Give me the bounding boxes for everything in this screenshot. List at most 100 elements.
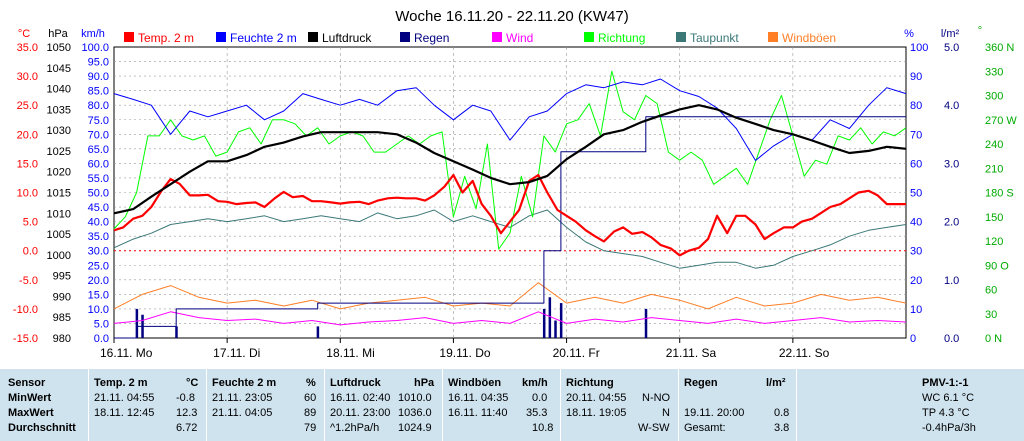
legend-label: Luftdruck bbox=[322, 31, 372, 45]
pressure-axis-tick: 1030 bbox=[47, 125, 71, 137]
header-humidity-unit: % bbox=[306, 377, 316, 389]
rain-axis-tick: 3.0 bbox=[944, 158, 959, 170]
pressure-axis-tick: 990 bbox=[53, 291, 71, 303]
min-temp-time: 21.11. 04:55 bbox=[94, 392, 155, 404]
pressure-axis-tick: 1010 bbox=[47, 208, 71, 220]
min-gusts-value: 0.0 bbox=[532, 392, 548, 404]
x-axis-tick-label: 16.11. Mo bbox=[100, 346, 153, 360]
row-label-min: MinWert bbox=[8, 392, 52, 404]
row-label-avg: Durchschnitt bbox=[8, 422, 76, 434]
wind-axis-tick: 50.0 bbox=[88, 188, 109, 200]
wind-axis-tick: 80.0 bbox=[88, 100, 109, 112]
legend-label: Regen bbox=[414, 31, 449, 45]
series-line-direction bbox=[113, 70, 907, 250]
x-axis-tick-label: 19.11. Do bbox=[439, 346, 490, 360]
temp-axis-tick: 15.0 bbox=[17, 158, 38, 170]
max-pressure-time: 20.11. 23:00 bbox=[330, 407, 391, 419]
legend: Temp. 2 m Feuchte 2 m Luftdruck Regen Wind Ri… bbox=[124, 31, 836, 45]
header-temp: Temp. 2 m bbox=[94, 377, 148, 389]
x-axis-tick-label: 22.11. So bbox=[779, 346, 830, 360]
header-gusts-unit: km/h bbox=[522, 377, 548, 389]
wind-axis-tick: 30.0 bbox=[88, 246, 109, 258]
direction-axis-tick: 180 S bbox=[985, 188, 1014, 200]
pressure-axis-tick: 1005 bbox=[47, 229, 71, 241]
rain-axis-tick: 1.0 bbox=[944, 275, 959, 287]
rain-bar bbox=[554, 320, 557, 338]
series-line-rain bbox=[114, 116, 906, 339]
legend-swatch bbox=[584, 32, 594, 42]
rain-axis-unit: l/m² bbox=[941, 28, 960, 40]
header-temp-unit: °C bbox=[186, 377, 199, 389]
direction-axis-tick: 270 W bbox=[985, 115, 1017, 127]
header-rain: Regen bbox=[684, 377, 718, 389]
wind-axis-tick: 15.0 bbox=[88, 289, 109, 301]
min-direction-value: N-NO bbox=[642, 392, 671, 404]
header-direction: Richtung bbox=[566, 377, 614, 389]
legend-label: Windböen bbox=[782, 31, 836, 45]
legend-swatch bbox=[124, 32, 134, 42]
temp-axis-tick: 20.0 bbox=[17, 129, 38, 141]
min-gusts-time: 16.11. 04:35 bbox=[448, 392, 509, 404]
legend-label: Temp. 2 m bbox=[138, 31, 194, 45]
pressure-axis-tick: 1025 bbox=[47, 146, 71, 158]
max-direction-time: 18.11. 19:05 bbox=[566, 407, 627, 419]
header-pmv: PMV-1:-1 bbox=[922, 377, 969, 389]
avg-gusts-value: 10.8 bbox=[532, 422, 554, 434]
legend-swatch bbox=[768, 32, 778, 42]
rain-axis-tick: 0.0 bbox=[944, 333, 959, 345]
legend-label: Taupunkt bbox=[690, 31, 739, 45]
avg-humidity-value: 79 bbox=[304, 422, 317, 434]
wind-axis-tick: 25.0 bbox=[88, 260, 109, 272]
legend-swatch bbox=[492, 32, 502, 42]
legend-label: Feuchte 2 m bbox=[230, 31, 297, 45]
header-rain-unit: l/m² bbox=[766, 377, 786, 389]
direction-axis-tick: 330 bbox=[985, 66, 1003, 78]
pressure-axis-tick: 1020 bbox=[47, 167, 71, 179]
min-humidity-time: 21.11. 23:05 bbox=[212, 392, 273, 404]
wind-axis-tick: 75.0 bbox=[88, 115, 109, 127]
avg-pressure-value: 1024.9 bbox=[398, 422, 432, 434]
header-pressure: Luftdruck bbox=[330, 377, 381, 389]
humidity-axis-tick: 50 bbox=[910, 188, 922, 200]
series-line-pressure bbox=[113, 104, 907, 215]
rain-bar bbox=[135, 308, 139, 338]
wind-axis-tick: 65.0 bbox=[88, 144, 109, 156]
max-rain-value: 0.8 bbox=[774, 407, 790, 419]
max-pressure-value: 1036.0 bbox=[398, 407, 432, 419]
humidity-axis-tick: 10 bbox=[910, 304, 922, 316]
direction-axis-tick: 60 bbox=[985, 285, 997, 297]
rain-axis-tick: 2.0 bbox=[944, 217, 959, 229]
series-line-wind bbox=[113, 311, 907, 326]
series-line-gusts bbox=[113, 282, 907, 310]
pressure-axis-tick: 1015 bbox=[47, 188, 71, 200]
temp-axis-tick: 30.0 bbox=[17, 71, 38, 83]
pressure-axis-tick: 1035 bbox=[47, 104, 71, 116]
series-line-dewpoint bbox=[113, 209, 907, 269]
pressure-axis-tick: 985 bbox=[53, 312, 71, 324]
series-group bbox=[113, 70, 907, 339]
max-temp-time: 18.11. 12:45 bbox=[94, 407, 155, 419]
max-gusts-time: 16.11. 11:40 bbox=[448, 407, 508, 419]
max-direction-value: N bbox=[662, 407, 670, 419]
wind-axis-unit: km/h bbox=[81, 28, 105, 40]
direction-axis-tick: 30 bbox=[985, 309, 997, 321]
avg-temp-value: 6.72 bbox=[176, 422, 198, 434]
direction-axis-tick: 0 N bbox=[985, 333, 1002, 345]
direction-axis-tick: 90 O bbox=[985, 260, 1009, 272]
header-sensor: Sensor bbox=[8, 377, 46, 389]
direction-axis-unit: ° bbox=[978, 25, 982, 37]
temp-axis-tick: 0.0 bbox=[23, 246, 38, 258]
pressure-axis-tick: 1050 bbox=[47, 42, 71, 54]
wind-axis-tick: 70.0 bbox=[88, 129, 109, 141]
rain-bar bbox=[559, 303, 563, 338]
avg-pressure-trend: ^1.2hPa/h bbox=[330, 422, 380, 434]
humidity-axis-tick: 20 bbox=[910, 275, 922, 287]
pmv-line-1: WC 6.1 °C bbox=[922, 392, 975, 404]
direction-axis-tick: 210 bbox=[985, 163, 1003, 175]
pressure-axis-tick: 1045 bbox=[47, 63, 71, 75]
header-gusts: Windböen bbox=[448, 377, 502, 389]
rain-bar bbox=[316, 326, 320, 338]
max-humidity-time: 21.11. 04:05 bbox=[212, 407, 273, 419]
wind-axis-tick: 0.0 bbox=[94, 333, 109, 345]
rain-axis-tick: 5.0 bbox=[944, 42, 959, 54]
